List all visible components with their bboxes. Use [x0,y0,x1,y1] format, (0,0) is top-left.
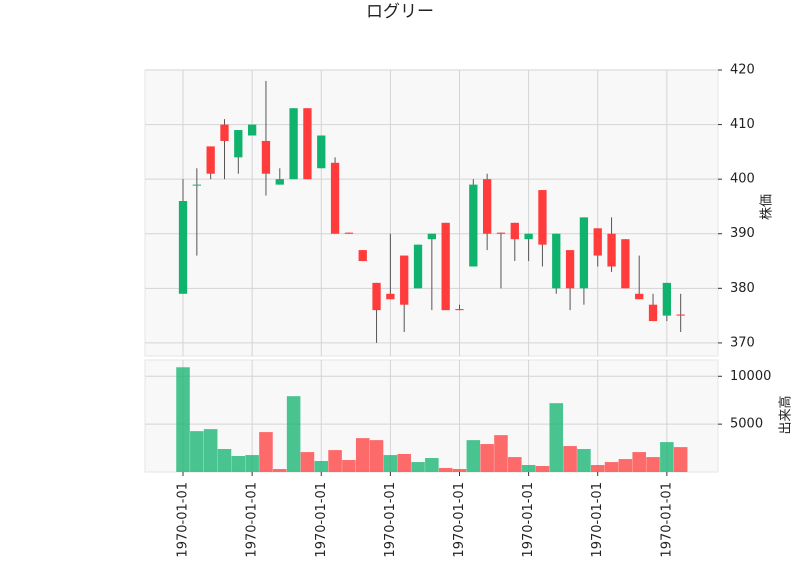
y-tick-label: 5000 [730,417,763,432]
y-tick-label: 420 [730,63,755,78]
candle-body [621,239,630,289]
candle-body [178,200,188,294]
volume-bar [480,444,494,472]
volume-bar [508,457,522,472]
x-tick-label: 1970-01-01 [314,482,329,558]
y-axis-label: 株価 [760,194,775,220]
volume-bar [342,460,356,472]
candle-body [676,314,685,316]
volume-bar [494,435,508,472]
candle-body [648,304,658,322]
candle-body [247,124,257,136]
volume-bar [314,460,329,472]
candle-body [344,232,354,234]
candle-body [524,233,533,240]
candle-body [662,282,671,316]
y-tick-label: 410 [730,117,755,132]
x-tick-label: 1970-01-01 [659,482,674,558]
candle-body [372,282,381,311]
candle-body [261,140,271,174]
volume-bar [369,440,384,472]
volume-bar [466,440,481,472]
candle-body [607,233,616,267]
x-tick-label: 1970-01-01 [452,482,467,558]
volume-bar [452,469,467,472]
volume-bar [203,429,218,472]
candle-body [317,135,326,169]
x-tick-label: 1970-01-01 [521,482,536,558]
candle-body [635,293,644,300]
chart-title: ログリー [366,2,434,22]
candle-body [275,179,284,185]
volume-bar [190,431,204,472]
candle-body [234,130,243,158]
volume-bar [425,458,439,472]
volume-bar [397,454,411,472]
volume-bar [245,455,259,472]
x-tick-label: 1970-01-01 [245,482,260,558]
candle-body [386,293,395,300]
volume-bar [646,457,660,472]
volume-bar [176,367,190,472]
x-tick-label: 1970-01-01 [383,482,398,558]
candle-body [538,190,547,245]
volume-bar [535,466,550,472]
y-tick-label: 380 [730,281,755,296]
candle-body [593,228,602,256]
y-tick-label: 400 [730,172,755,187]
y-tick-label: 10000 [730,369,771,384]
x-tick-label: 1970-01-01 [590,482,605,558]
y-tick-label: 390 [730,226,755,241]
volume-bar [604,462,619,472]
candle-body [510,222,519,240]
candle-body [330,162,340,234]
volume-bar [632,452,646,472]
candle-body [220,124,229,141]
volume-bar [618,459,633,472]
candle-body [552,233,561,289]
price-panel [144,69,719,357]
candle-body [496,232,506,234]
candle-body [358,250,367,262]
candle-body [441,222,450,311]
candle-body [455,309,464,311]
volume-bar [438,467,453,472]
candle-body [469,184,478,267]
volume-bar [273,469,287,472]
volume-bar [231,456,246,472]
volume-bar [411,462,425,472]
volume-bar [660,442,674,472]
volume-bar [217,449,232,472]
volume-bar [673,447,688,472]
volume-bar [577,449,591,472]
y-tick-label: 370 [730,335,755,350]
volume-bar [328,450,342,472]
volume-bar [563,446,577,472]
candle-body [579,217,589,289]
candle-body [206,146,215,174]
candle-body [400,255,409,305]
volume-panel [144,359,719,473]
candle-body [427,233,436,240]
volume-bar [549,403,564,472]
candle-body [565,250,575,289]
volume-bar [521,465,536,472]
candle-body [289,108,298,180]
volume-bar [300,452,315,472]
volume-bar [383,455,398,472]
candle-body [192,184,201,186]
volume-bar [259,432,273,472]
candle-body [413,244,423,289]
candle-body [303,108,312,180]
x-tick-label: 1970-01-01 [176,482,191,558]
volume-bar [590,465,605,472]
candle-body [482,179,492,234]
volume-bar [286,396,301,472]
volume-bar [355,438,370,472]
volume-axis-label: 出来高 [778,395,794,434]
